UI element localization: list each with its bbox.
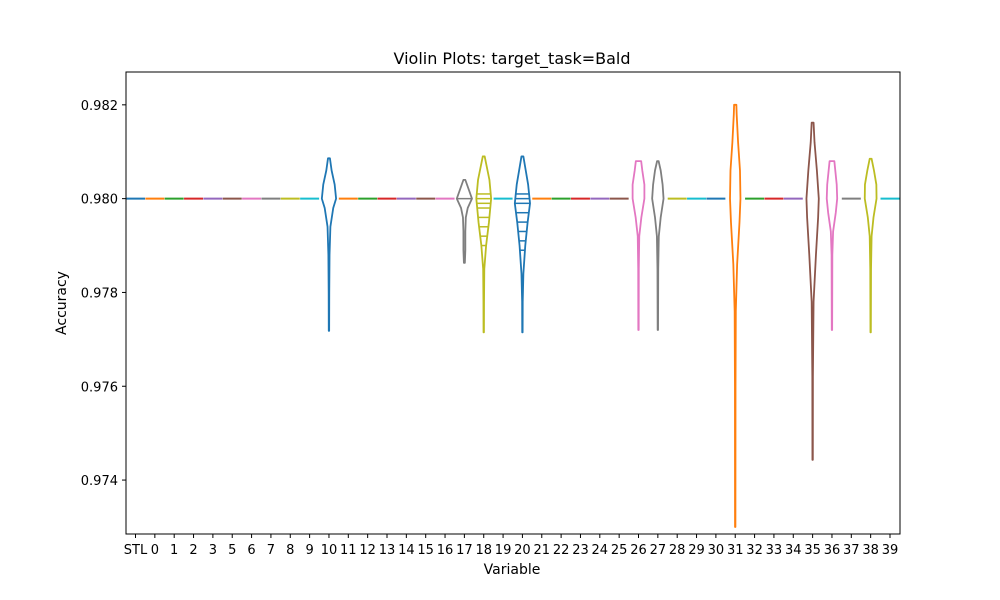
x-tick-label: 0	[151, 543, 159, 558]
x-tick-label: 32	[746, 543, 763, 558]
violin-layer	[126, 103, 900, 528]
x-tick-label: 18	[475, 543, 492, 558]
x-tick-label: 21	[533, 543, 550, 558]
x-tick-label: 7	[267, 543, 275, 558]
y-tick-label: 0.982	[81, 99, 118, 114]
x-tick-label: 14	[398, 543, 415, 558]
violin-38	[863, 157, 878, 334]
violin-body-27	[651, 160, 665, 331]
x-tick-label: 2	[189, 543, 197, 558]
x-tick-label: 39	[882, 543, 899, 558]
x-tick-label: 29	[688, 543, 705, 558]
x-tick-label: 15	[417, 543, 434, 558]
x-axis: STL 0 1 2 3 5 6 7 8 9 10 11 12 13 14 15 16 17 18 19 20 21 22 23…	[124, 534, 898, 558]
x-axis-label: Variable	[484, 562, 541, 578]
violin-body-26	[631, 160, 646, 331]
plot-frame	[125, 71, 901, 535]
violin-body-38	[863, 157, 878, 334]
violin-body-36	[825, 160, 839, 331]
x-tick-label: 3	[209, 543, 217, 558]
violin-20	[513, 155, 531, 334]
x-tick-label: 23	[572, 543, 589, 558]
x-tick-label: 31	[727, 543, 744, 558]
x-tick-label: STL	[124, 543, 148, 558]
y-tick-label: 0.980	[81, 193, 118, 208]
violin-body-18	[475, 155, 493, 334]
y-axis-label: Accuracy	[54, 271, 70, 335]
x-tick-label: 11	[340, 543, 357, 558]
x-tick-label: 9	[305, 543, 313, 558]
violin-26	[631, 160, 646, 331]
violin-body-35	[805, 121, 820, 461]
x-tick-label: 25	[611, 543, 628, 558]
violin-27	[651, 160, 665, 331]
x-tick-label: 30	[708, 543, 725, 558]
x-tick-label: 10	[321, 543, 338, 558]
x-tick-label: 20	[514, 543, 531, 558]
violin-body-31	[729, 103, 742, 528]
violin-10	[320, 157, 337, 332]
y-tick-label: 0.976	[81, 380, 118, 395]
x-tick-label: 28	[669, 543, 686, 558]
x-tick-label: 19	[495, 543, 512, 558]
x-tick-label: 33	[766, 543, 783, 558]
x-tick-label: 6	[247, 543, 255, 558]
chart-title: Violin Plots: target_task=Bald	[393, 49, 630, 69]
violin-17	[455, 178, 473, 264]
y-tick-label: 0.978	[81, 286, 118, 301]
x-tick-label: 35	[804, 543, 821, 558]
x-tick-label: 24	[592, 543, 609, 558]
x-tick-label: 16	[437, 543, 454, 558]
x-tick-label: 27	[650, 543, 667, 558]
x-tick-label: 37	[843, 543, 860, 558]
x-tick-label: 13	[379, 543, 396, 558]
x-tick-label: 1	[170, 543, 178, 558]
y-axis: 0.974 0.976 0.978 0.980 0.982	[81, 99, 126, 489]
y-tick-label: 0.974	[81, 474, 118, 489]
x-tick-label: 34	[785, 543, 802, 558]
x-tick-label: 12	[359, 543, 376, 558]
violin-35	[805, 121, 820, 461]
x-tick-label: 8	[286, 543, 294, 558]
x-tick-label: 17	[456, 543, 473, 558]
violin-36	[825, 160, 839, 331]
violin-18	[475, 155, 493, 334]
x-tick-label: 5	[228, 543, 236, 558]
violin-body-20	[513, 155, 531, 334]
x-tick-label: 26	[630, 543, 647, 558]
x-tick-label: 22	[553, 543, 570, 558]
violin-body-10	[320, 157, 337, 332]
violin-body-17	[455, 178, 473, 264]
x-tick-label: 38	[862, 543, 879, 558]
violin-31	[729, 103, 742, 528]
x-tick-label: 36	[824, 543, 841, 558]
